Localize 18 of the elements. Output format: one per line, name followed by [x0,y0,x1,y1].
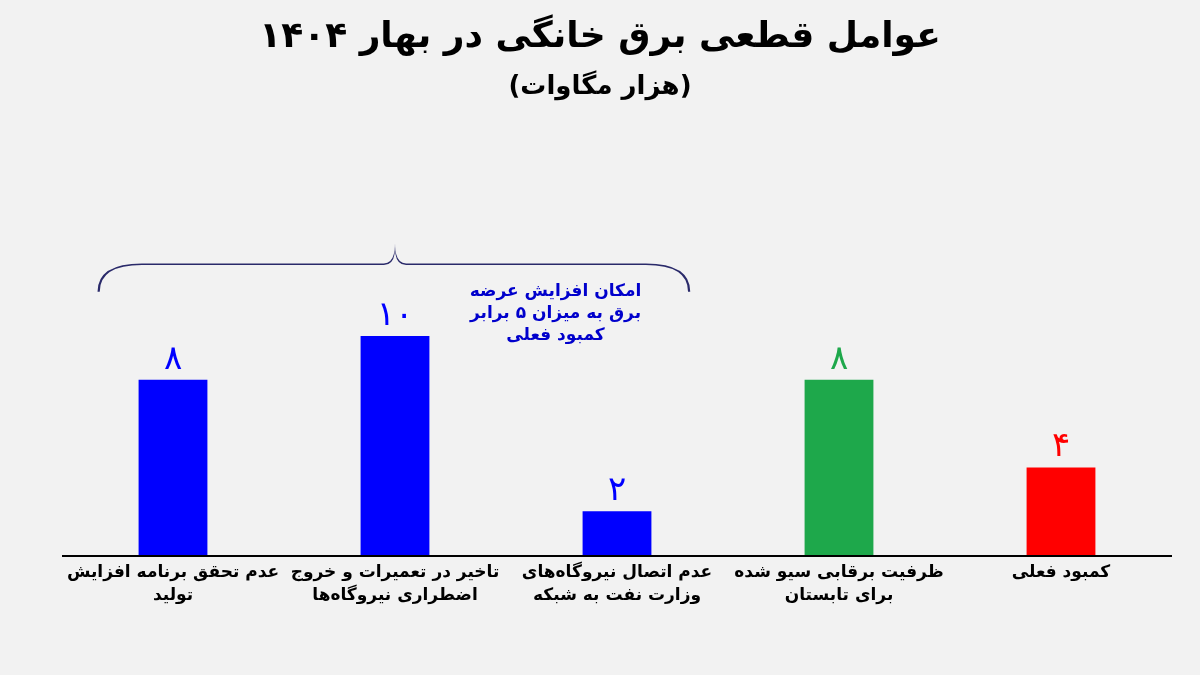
data-label: ۸ [163,336,183,377]
bar [138,379,208,555]
x-tick-label: عدم اتصال نیروگاه‌های وزارت نفت به شبکه [521,561,713,605]
data-label: ۸ [829,336,849,377]
data-label: ۴ [1051,424,1071,465]
bar [360,336,430,555]
bar [1026,467,1096,555]
data-label: ۱۰ [376,293,414,334]
chart-title: عوامل قطعی برق خانگی در بهار ۱۴۰۴ [259,14,941,57]
annotation: امکان افزایش عرضه برق به میزان ۵ برابر کمبود فعلی [469,280,642,346]
x-tick-label: کمبود فعلی [1011,561,1111,583]
chart-subtitle: (هزار مگاوات) [508,70,692,102]
data-label: ۲ [607,468,627,509]
bar [582,511,652,555]
x-tick-label: ظرفیت برقابی سیو شده برای تابستان [734,561,944,605]
bar [804,379,874,555]
x-tick-label: عدم تحقق برنامه افزایش تولید [66,561,280,605]
x-tick-label: تاخیر در تعمیرات و خروج اضطراری نیروگاه‌ها [290,561,500,605]
